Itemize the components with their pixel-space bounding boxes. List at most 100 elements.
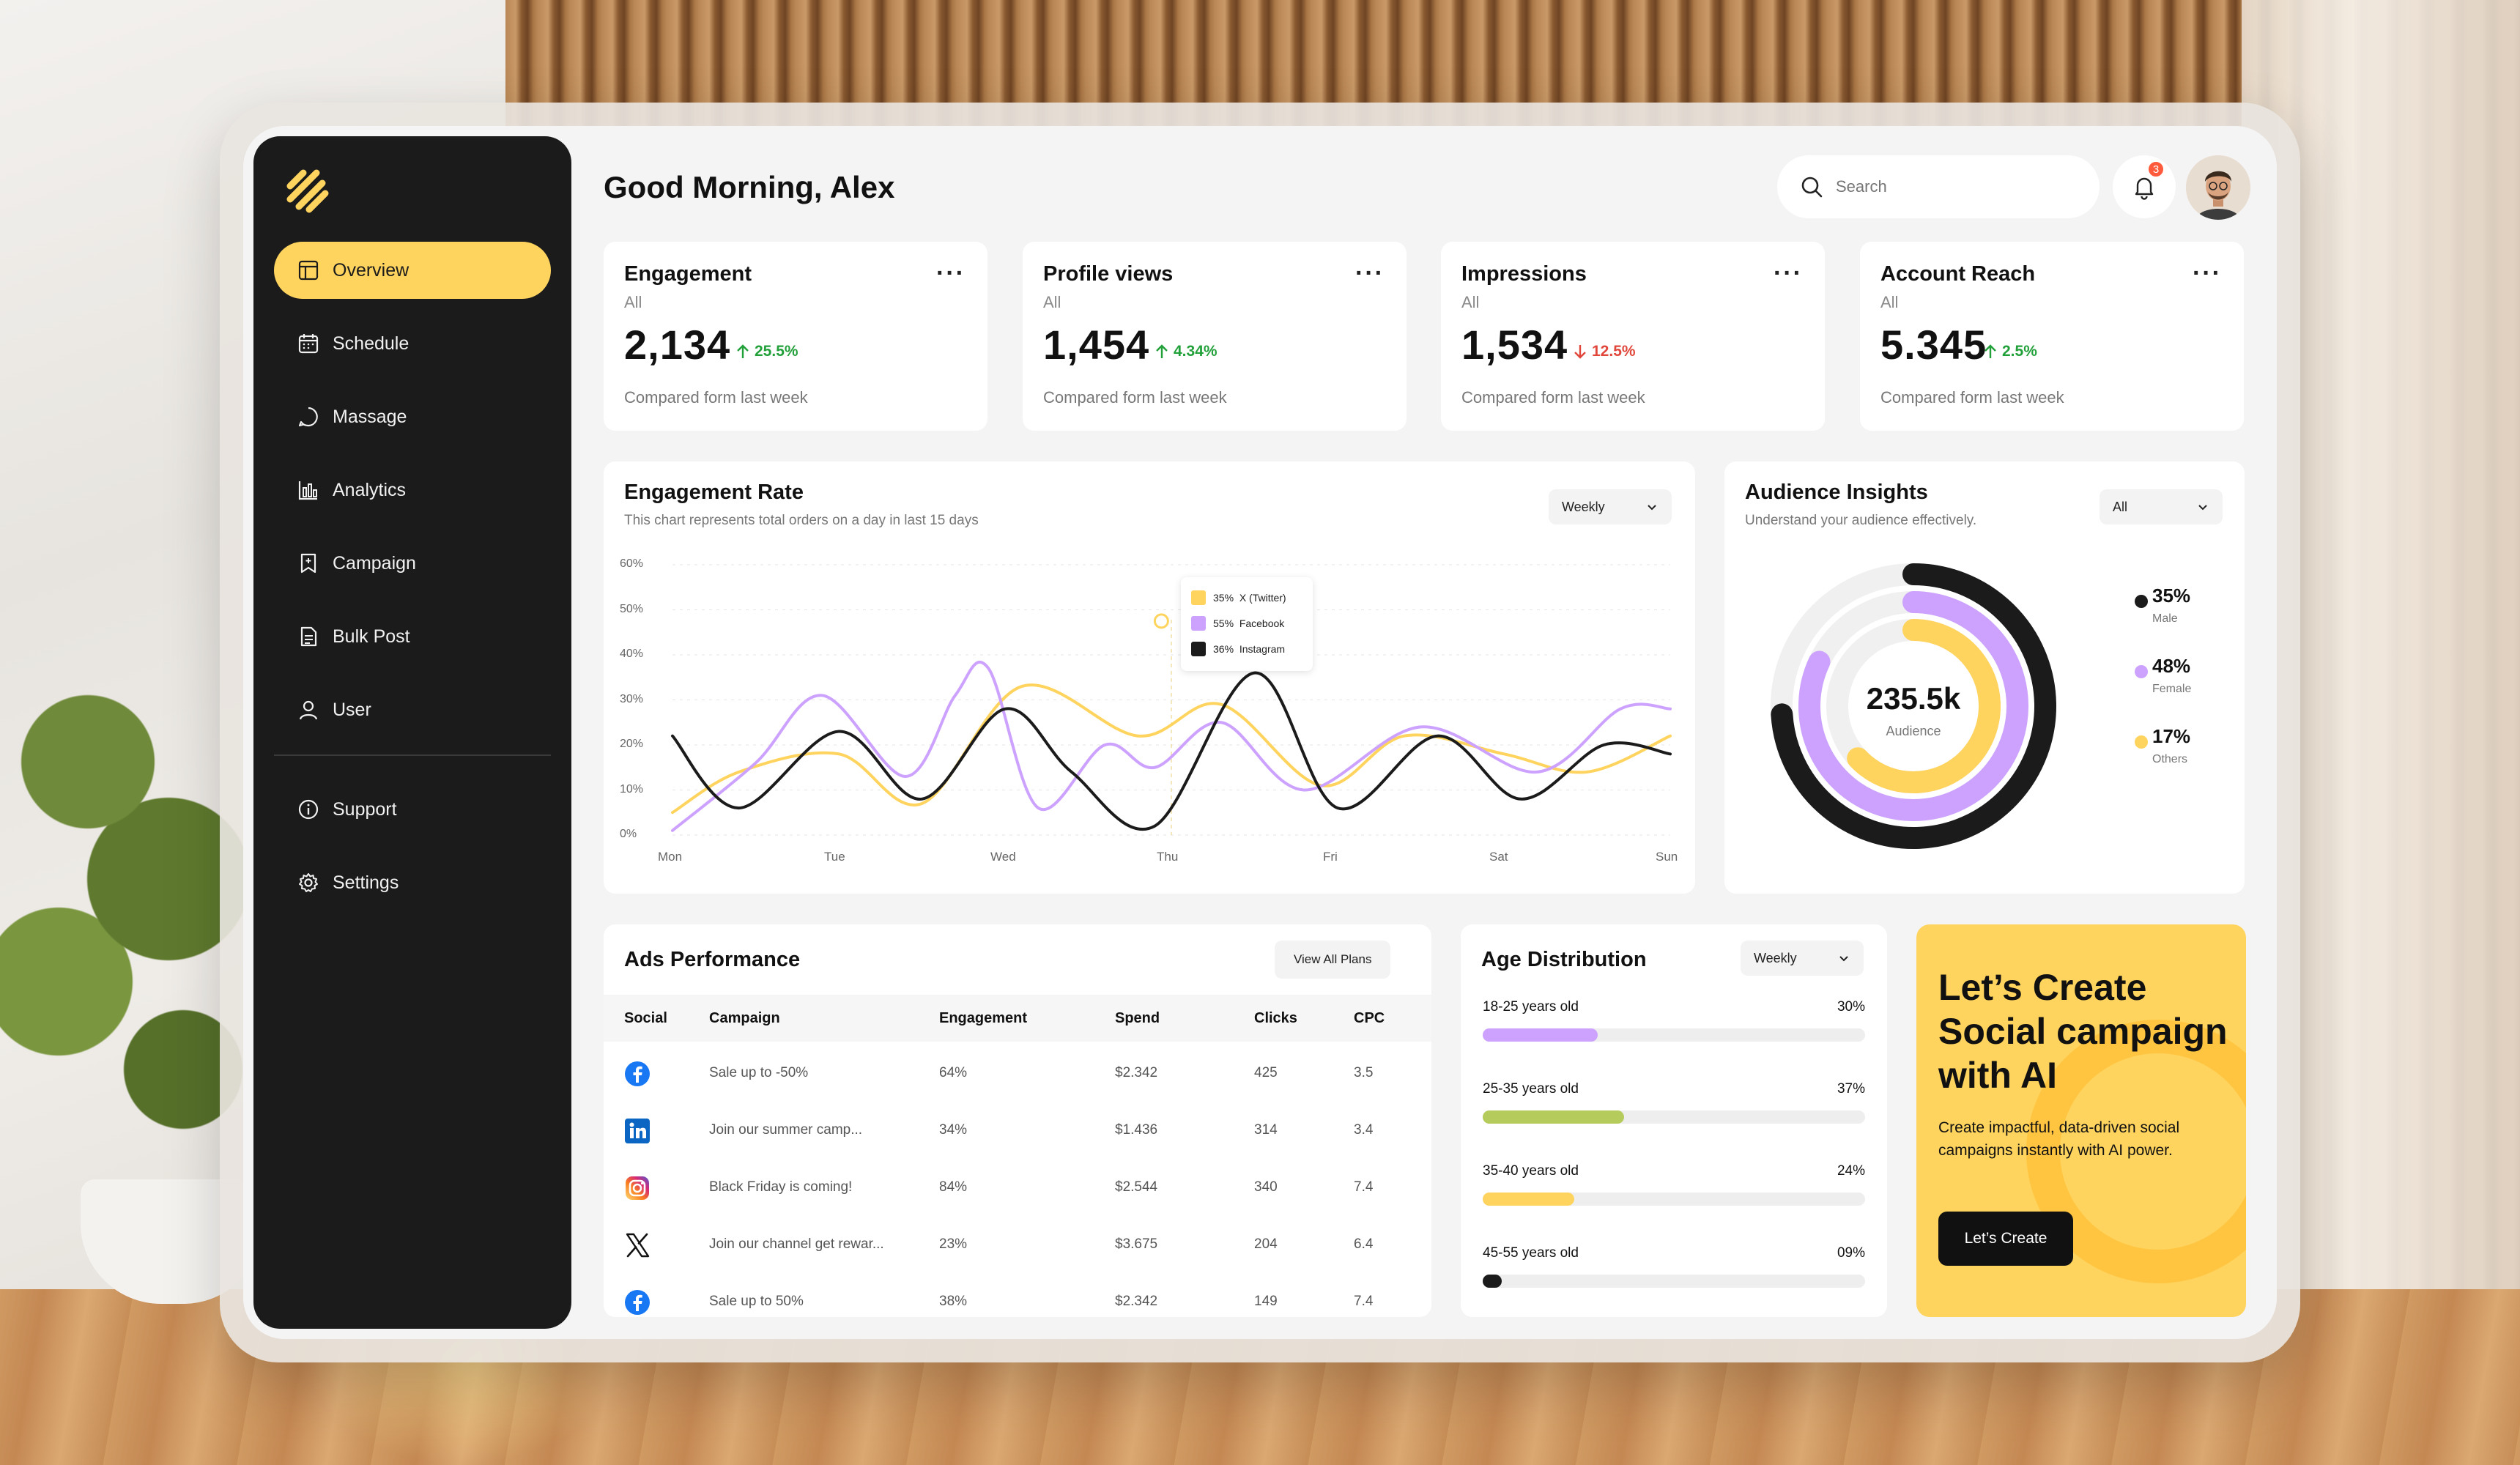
legend-swatch — [1191, 641, 1206, 656]
sidebar-item-user[interactable]: User — [274, 681, 551, 738]
sidebar-item-campaign[interactable]: Campaign — [274, 535, 551, 592]
audience-filter-dropdown[interactable]: All — [2100, 489, 2223, 524]
age-progress-fill — [1483, 1275, 1502, 1288]
search-bar[interactable] — [1777, 155, 2100, 218]
column-header: Engagement — [939, 1010, 1028, 1026]
promo-title: Let’s Create Social campaign with AI — [1938, 967, 2228, 1096]
stat-title: Impressions — [1461, 262, 1587, 286]
avatar[interactable] — [2186, 155, 2250, 220]
y-tick-label: 40% — [620, 648, 644, 660]
age-row: 18-25 years old 30% — [1483, 999, 1865, 1042]
donut-segment-others — [1847, 619, 2001, 793]
cpc-value: 3.4 — [1354, 1122, 1374, 1138]
promo-text: Create impactful, data-driven social cam… — [1938, 1119, 2180, 1159]
column-header: Social — [624, 1010, 667, 1026]
user-photo-icon — [2186, 155, 2250, 220]
clicks-value: 204 — [1254, 1236, 1278, 1252]
stat-footnote: Compared form last week — [1043, 388, 1227, 407]
sidebar-item-massage[interactable]: Massage — [274, 388, 551, 445]
cpc-value: 7.4 — [1354, 1179, 1374, 1195]
age-progress-fill — [1483, 1110, 1625, 1124]
chevron-down-icon — [1648, 505, 1656, 511]
sidebar-item-analytics[interactable]: Analytics — [274, 461, 551, 519]
x-tick-label: Wed — [990, 850, 1016, 864]
more-options-button[interactable]: ··· — [936, 259, 966, 287]
lets-create-button[interactable]: Let’s Create — [1938, 1212, 2073, 1266]
cpc-value: 6.4 — [1354, 1236, 1374, 1252]
age-period-dropdown[interactable]: Weekly — [1741, 941, 1864, 976]
more-options-button[interactable]: ··· — [1774, 259, 1803, 287]
tooltip-row: 55% Facebook — [1191, 610, 1302, 636]
cpc-value: 7.4 — [1354, 1294, 1374, 1309]
stat-title: Engagement — [624, 262, 752, 286]
age-percentage: 09% — [1837, 1245, 1865, 1261]
stat-filter: All — [624, 293, 642, 311]
age-label: 18-25 years old — [1483, 999, 1579, 1015]
legend-label: Male — [2152, 612, 2178, 625]
table-row[interactable]: Black Friday is coming! 84% $2.544 340 7… — [604, 1159, 1431, 1216]
table-row[interactable]: Join our summer camp... 34% $1.436 314 3… — [604, 1102, 1431, 1159]
search-input[interactable] — [1836, 177, 2070, 196]
stat-card-profile-views: Profile views All 1,454 4.34% Compared f… — [1023, 242, 1407, 431]
stat-filter: All — [1461, 293, 1480, 311]
campaign-name: Sale up to 50% — [709, 1294, 804, 1309]
chart-tooltip: 35% X (Twitter) 55% Facebook 36% Instagr… — [1181, 577, 1313, 671]
stat-card-engagement: Engagement All 2,134 25.5% Compared form… — [604, 242, 987, 431]
x-tick-label: Mon — [658, 850, 683, 864]
view-all-plans-button[interactable]: View All Plans — [1275, 941, 1391, 979]
age-progress-track — [1483, 1193, 1865, 1206]
card-title: Audience Insights — [1745, 481, 1928, 504]
sidebar-item-settings[interactable]: Settings — [274, 854, 551, 911]
stat-title: Account Reach — [1880, 262, 2036, 286]
table-row[interactable]: Join our channel get rewar... 23% $3.675… — [604, 1216, 1431, 1273]
engagement-value: 23% — [939, 1236, 968, 1252]
period-dropdown[interactable]: Weekly — [1549, 489, 1672, 524]
spend-value: $2.544 — [1115, 1179, 1158, 1195]
legend-label: Others — [2152, 753, 2188, 765]
more-options-button[interactable]: ··· — [2193, 259, 2222, 287]
dropdown-value: Weekly — [1754, 950, 1797, 965]
tooltip-pct: 36% — [1213, 642, 1234, 655]
clicks-value: 314 — [1254, 1122, 1278, 1138]
stat-change: 12.5% — [1573, 343, 1636, 360]
stat-filter: All — [1043, 293, 1061, 311]
age-label: 35-40 years old — [1483, 1163, 1579, 1179]
legend-swatch — [1191, 590, 1206, 605]
bookmark-icon — [300, 553, 316, 574]
sidebar-item-label: Support — [333, 798, 397, 820]
spend-value: $1.436 — [1115, 1122, 1158, 1138]
table-row[interactable]: Sale up to 50% 38% $2.342 149 7.4 — [604, 1273, 1431, 1317]
sidebar-item-bulk-post[interactable]: Bulk Post — [274, 608, 551, 665]
tooltip-row: 35% X (Twitter) — [1191, 585, 1302, 610]
age-percentage: 37% — [1837, 1081, 1865, 1097]
sidebar-item-label: User — [333, 699, 371, 720]
facebook-icon — [625, 1290, 650, 1315]
sidebar-item-overview[interactable]: Overview — [274, 242, 551, 299]
sidebar-divider — [274, 754, 551, 756]
sidebar-item-schedule[interactable]: Schedule — [274, 315, 551, 372]
card-description: This chart represents total orders on a … — [624, 513, 979, 528]
arrow-up-icon — [737, 344, 749, 358]
linkedin-icon — [625, 1119, 650, 1143]
age-progress-fill — [1483, 1193, 1575, 1206]
audience-donut-chart — [1771, 563, 2056, 849]
engagement-rate-card: Engagement Rate This chart represents to… — [604, 461, 1695, 894]
dropdown-value: Weekly — [1562, 499, 1605, 514]
card-title: Engagement Rate — [624, 481, 804, 504]
hover-point-marker — [1153, 613, 1169, 629]
card-title: Age Distribution — [1481, 948, 1647, 971]
more-options-button[interactable]: ··· — [1355, 259, 1385, 287]
age-row: 45-55 years old 09% — [1483, 1245, 1865, 1288]
engagement-value: 84% — [939, 1179, 968, 1195]
age-row: 25-35 years old 37% — [1483, 1081, 1865, 1124]
engagement-value: 38% — [939, 1294, 968, 1309]
age-progress-track — [1483, 1110, 1865, 1124]
sidebar-item-support[interactable]: Support — [274, 781, 551, 838]
campaign-name: Black Friday is coming! — [709, 1179, 853, 1195]
campaign-name: Sale up to -50% — [709, 1065, 809, 1080]
table-row[interactable]: Sale up to -50% 64% $2.342 425 3.5 — [604, 1045, 1431, 1102]
stat-footnote: Compared form last week — [1880, 388, 2064, 407]
engagement-value: 34% — [939, 1122, 968, 1138]
legend-dot — [2135, 665, 2148, 678]
notification-button[interactable]: 3 — [2113, 155, 2176, 218]
